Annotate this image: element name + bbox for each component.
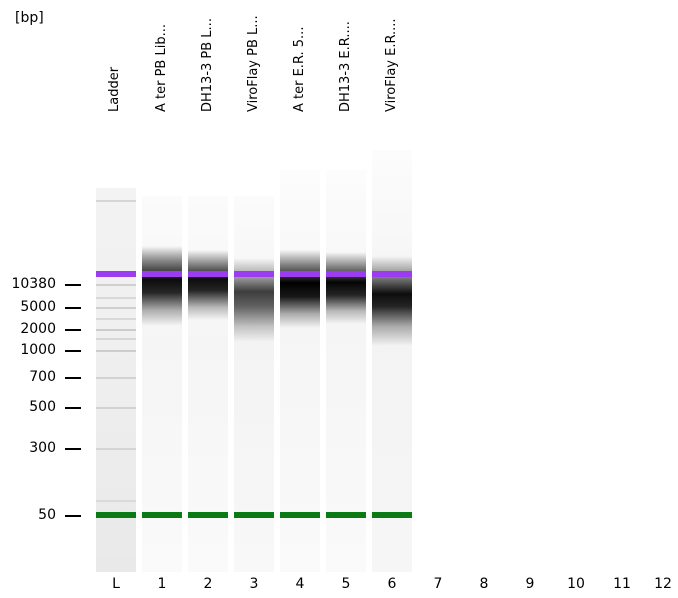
sample-smear-4 bbox=[280, 250, 320, 328]
lane-4 bbox=[280, 170, 320, 572]
lane-number-6[interactable]: 6 bbox=[387, 576, 397, 592]
lane-number-9[interactable]: 9 bbox=[525, 576, 535, 592]
lane-number-12[interactable]: 12 bbox=[654, 576, 672, 592]
upper-marker-4 bbox=[280, 271, 320, 277]
lower-marker-ladder bbox=[96, 512, 136, 518]
lane-number-8[interactable]: 8 bbox=[479, 576, 489, 592]
upper-marker-6 bbox=[372, 271, 412, 277]
upper-marker-3 bbox=[234, 271, 274, 277]
size-label-700: 700 bbox=[29, 369, 56, 385]
sample-smear-6 bbox=[372, 256, 412, 346]
lane-title-2: DH13-3 PB L... bbox=[200, 18, 215, 112]
size-tick bbox=[65, 448, 81, 450]
lane-title-5: DH13-3 E.R.... bbox=[338, 21, 353, 112]
lane-5 bbox=[326, 170, 366, 572]
lane-title-6: ViroFlay E.R.... bbox=[384, 18, 399, 112]
lane-number-5[interactable]: 5 bbox=[341, 576, 351, 592]
lower-marker-3 bbox=[234, 512, 274, 518]
size-tick bbox=[65, 515, 81, 517]
size-tick bbox=[65, 377, 81, 379]
lane-6 bbox=[372, 150, 412, 572]
sample-smear-1 bbox=[142, 246, 182, 326]
size-label-1000: 1000 bbox=[20, 342, 56, 358]
lower-marker-2 bbox=[188, 512, 228, 518]
upper-marker-1 bbox=[142, 271, 182, 277]
sample-smear-5 bbox=[326, 252, 366, 324]
lane-number-10[interactable]: 10 bbox=[567, 576, 585, 592]
size-tick bbox=[65, 407, 81, 409]
lower-marker-4 bbox=[280, 512, 320, 518]
lane-number-2[interactable]: 2 bbox=[203, 576, 213, 592]
size-label-300: 300 bbox=[29, 440, 56, 456]
size-tick bbox=[65, 329, 81, 331]
unit-label: [bp] bbox=[15, 10, 44, 26]
size-label-5000: 5000 bbox=[20, 299, 56, 315]
lane-number-7[interactable]: 7 bbox=[433, 576, 443, 592]
lower-marker-5 bbox=[326, 512, 366, 518]
lane-number-ladder[interactable]: L bbox=[112, 576, 120, 592]
lane-ladder bbox=[96, 188, 136, 572]
size-tick bbox=[65, 307, 81, 309]
upper-marker-ladder bbox=[96, 271, 136, 277]
upper-marker-5 bbox=[326, 271, 366, 277]
size-label-50: 50 bbox=[38, 507, 56, 523]
lane-title-1: A ter PB Lib... bbox=[154, 24, 169, 112]
lane-number-3[interactable]: 3 bbox=[249, 576, 259, 592]
sample-smear-2 bbox=[188, 250, 228, 320]
lane-number-4[interactable]: 4 bbox=[295, 576, 305, 592]
size-tick bbox=[65, 284, 81, 286]
lower-marker-6 bbox=[372, 512, 412, 518]
lane-number-1[interactable]: 1 bbox=[157, 576, 167, 592]
lower-marker-1 bbox=[142, 512, 182, 518]
size-tick bbox=[65, 350, 81, 352]
size-label-500: 500 bbox=[29, 399, 56, 415]
lane-title-ladder: Ladder bbox=[107, 66, 122, 112]
size-label-2000: 2000 bbox=[20, 321, 56, 337]
lane-number-11[interactable]: 11 bbox=[613, 576, 631, 592]
size-label-10380: 10380 bbox=[11, 276, 56, 292]
lane-title-3: ViroFlay PB L... bbox=[246, 15, 261, 112]
lane-title-4: A ter E.R. 5... bbox=[292, 26, 307, 112]
upper-marker-2 bbox=[188, 271, 228, 277]
